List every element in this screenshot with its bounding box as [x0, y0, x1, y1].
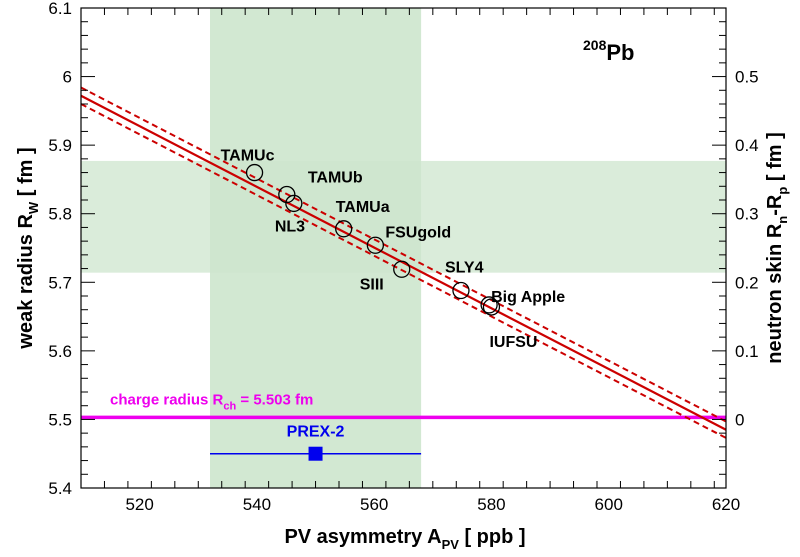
model-point: [245, 163, 264, 182]
charge-label-sub: ch: [223, 400, 236, 412]
model-point: [366, 236, 385, 254]
model-label: TAMUa: [336, 199, 390, 216]
y-tick-label: 5.4: [48, 479, 72, 498]
model-point: [285, 194, 303, 213]
axis-ticks: 520 540 560 580 600 620 5.4 5.5 5.6 5.7 5.8 5.9 6 6.1…: [48, 0, 758, 514]
y2-label-tail: [ fm ]: [764, 132, 786, 186]
charge-label-tail: = 5.503 fm: [236, 391, 313, 408]
x-axis-label: PV asymmetry APV [ ppb ]: [284, 526, 525, 552]
y2-label-sub2: p: [775, 187, 790, 195]
y-axis-label: weak radius RW [ fm ]: [15, 147, 41, 349]
model-point: [393, 260, 411, 278]
y2-label-mid: -R: [764, 194, 786, 216]
model-point: [335, 220, 353, 238]
y-tick-label: 5.9: [48, 136, 72, 155]
x-label-sub: PV: [442, 537, 460, 552]
y2-tick-label: 0.3: [735, 205, 759, 224]
x-tick-label: 560: [360, 495, 388, 514]
x-tick-label: 620: [712, 495, 740, 514]
prex2-marker: [308, 446, 323, 461]
prex2-label: PREX-2: [287, 424, 345, 441]
y2-tick-label: 0.5: [735, 68, 759, 87]
x-tick-label: 540: [243, 495, 271, 514]
x-label-main: PV asymmetry A: [284, 526, 441, 548]
model-point: [482, 298, 501, 316]
y2-label-sub1: n: [775, 216, 790, 224]
x-tick-label: 520: [125, 495, 153, 514]
plot-frame: [80, 7, 727, 489]
y-tick-label: 6.1: [48, 0, 72, 18]
charge-label-main: charge radius R: [110, 391, 224, 408]
x-label-tail: [ ppb ]: [459, 526, 526, 548]
rw-band: [81, 160, 726, 273]
model-label: SIII: [360, 276, 384, 293]
model-label: FSUgold: [385, 224, 451, 241]
model-label: NL3: [275, 218, 305, 235]
y-tick-label: 6: [63, 68, 72, 87]
fit-lines: [80, 86, 727, 439]
model-point: [480, 296, 498, 314]
y2-axis-label: neutron skin Rn-Rp [ fm ]: [764, 132, 790, 363]
title-main: Pb: [606, 40, 634, 65]
fit-line-center: [80, 94, 727, 431]
model-point: [452, 281, 470, 300]
title-superscript: 208: [583, 37, 607, 53]
model-point: [278, 185, 296, 204]
y-tick-label: 5.6: [48, 342, 72, 361]
y-label-sub: W: [26, 201, 41, 214]
model-label: Big Apple: [491, 289, 565, 306]
model-label: TAMUc: [221, 148, 275, 165]
fit-band-upper: [80, 86, 727, 423]
charge-radius-label: charge radius Rch = 5.503 fm: [110, 391, 313, 412]
model-points: TAMUc TAMUb NL3 TAMUa FSUgold SIII SLY4 Big App…: [221, 148, 566, 351]
y-tick-label: 5.7: [48, 273, 72, 292]
y-label-main: weak radius R: [15, 214, 37, 350]
fit-band-lower: [80, 103, 727, 439]
y2-label-main: neutron skin R: [764, 223, 786, 364]
y-tick-label: 5.5: [48, 410, 72, 429]
chart-title: 208Pb: [583, 37, 634, 65]
x-tick-label: 580: [477, 495, 505, 514]
model-label: TAMUb: [308, 170, 363, 187]
y-tick-label: 5.8: [48, 205, 72, 224]
y2-tick-label: 0.2: [735, 273, 759, 292]
x-tick-label: 600: [595, 495, 623, 514]
y-label-tail: [ fm ]: [15, 147, 37, 201]
y2-tick-label: 0.4: [735, 136, 759, 155]
model-label: SLY4: [445, 260, 484, 277]
y2-tick-label: 0: [735, 410, 744, 429]
model-label: IUFSU: [489, 334, 537, 351]
y2-tick-label: 0.1: [735, 342, 759, 361]
